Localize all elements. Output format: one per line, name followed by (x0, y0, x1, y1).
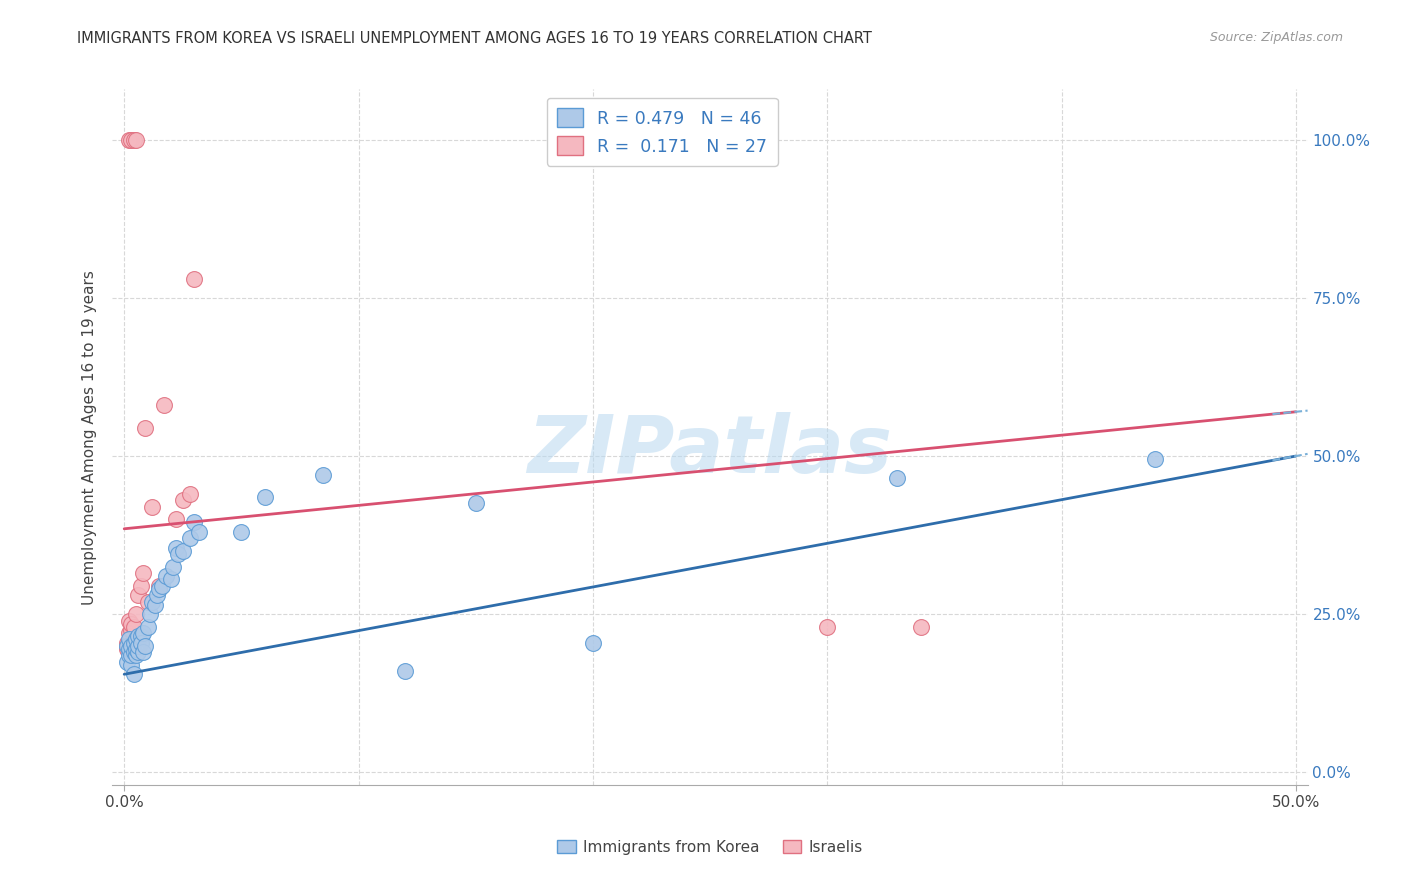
Point (183, 516, 205, 530)
Point (148, 579, 170, 593)
Point (153, 399, 176, 413)
Point (188, 524, 211, 539)
Point (115, 655, 138, 669)
Point (129, 629, 152, 643)
Text: Source: ZipAtlas.com: Source: ZipAtlas.com (1209, 31, 1343, 45)
Point (136, 594, 159, 608)
Point (886, 471, 908, 485)
Y-axis label: Unemployment Among Ages 16 to 19 years: Unemployment Among Ages 16 to 19 years (82, 269, 97, 605)
Point (115, 642, 138, 657)
Point (120, 639, 142, 653)
Point (141, 594, 163, 608)
Point (172, 493, 194, 508)
Point (582, 635, 605, 649)
Point (127, 588, 149, 602)
Point (132, 626, 155, 640)
Point (134, 639, 156, 653)
Point (155, 569, 177, 583)
Point (167, 547, 190, 561)
Point (231, 524, 253, 539)
Point (132, 566, 155, 580)
Text: ZIPatlas: ZIPatlas (527, 412, 893, 490)
Point (118, 614, 141, 628)
Point (141, 500, 163, 514)
Point (118, 626, 141, 640)
Point (122, 635, 145, 649)
Text: IMMIGRANTS FROM KOREA VS ISRAELI UNEMPLOYMENT AMONG AGES 16 TO 19 YEARS CORRELAT: IMMIGRANTS FROM KOREA VS ISRAELI UNEMPLO… (77, 31, 872, 46)
Point (118, 133, 141, 147)
Point (139, 607, 162, 622)
Point (165, 512, 187, 526)
Point (172, 544, 194, 558)
Point (143, 598, 166, 612)
Point (132, 645, 155, 659)
Point (120, 648, 142, 663)
Point (122, 667, 145, 681)
Point (910, 620, 932, 634)
Point (179, 487, 201, 501)
Point (127, 639, 149, 653)
Point (120, 133, 142, 147)
Point (136, 620, 159, 634)
Legend: Immigrants from Korea, Israelis: Immigrants from Korea, Israelis (551, 833, 869, 861)
Point (394, 664, 416, 678)
Point (162, 559, 184, 574)
Point (115, 635, 138, 649)
Point (115, 639, 138, 653)
Point (118, 632, 141, 647)
Point (129, 635, 152, 649)
Point (122, 620, 145, 634)
Point (125, 607, 148, 622)
Point (179, 531, 201, 545)
Point (125, 642, 148, 657)
Point (464, 496, 486, 510)
Point (125, 632, 148, 647)
Point (125, 133, 148, 147)
Point (120, 616, 142, 631)
Point (312, 468, 335, 483)
Point (129, 579, 152, 593)
Point (120, 657, 142, 672)
Point (134, 420, 156, 434)
Point (120, 623, 142, 637)
Point (1144, 452, 1167, 467)
Point (815, 620, 838, 634)
Point (125, 648, 148, 663)
Point (165, 541, 187, 555)
Point (122, 133, 145, 147)
Point (253, 490, 276, 504)
Point (183, 272, 205, 286)
Point (122, 645, 145, 659)
Point (118, 642, 141, 657)
Point (118, 648, 141, 663)
Point (148, 582, 170, 596)
Point (127, 645, 149, 659)
Point (150, 579, 173, 593)
Point (160, 573, 183, 587)
Point (127, 629, 149, 643)
Point (146, 588, 169, 602)
